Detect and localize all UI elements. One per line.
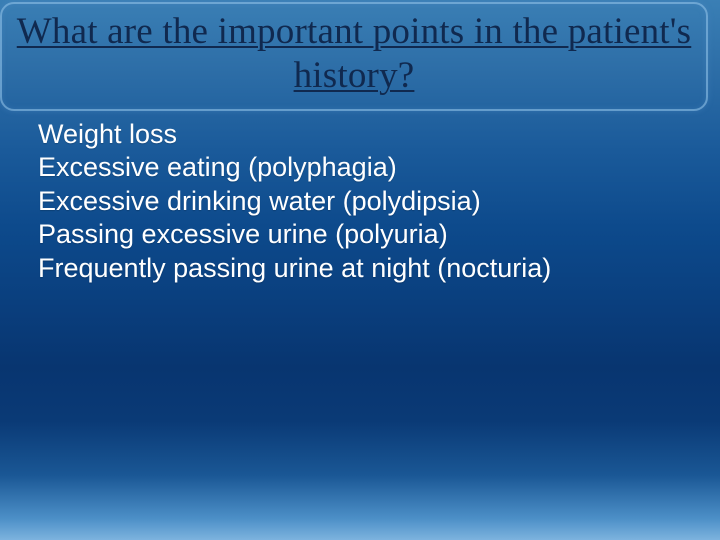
body-list: Weight loss Excessive eating (polyphagia…: [38, 118, 690, 285]
list-item: Passing excessive urine (polyuria): [38, 218, 690, 251]
slide-title: What are the important points in the pat…: [6, 10, 702, 97]
list-item: Weight loss: [38, 118, 690, 151]
list-item: Excessive eating (polyphagia): [38, 151, 690, 184]
list-item: Frequently passing urine at night (noctu…: [38, 252, 690, 285]
slide: What are the important points in the pat…: [0, 0, 720, 540]
list-item: Excessive drinking water (polydipsia): [38, 185, 690, 218]
title-container: What are the important points in the pat…: [6, 6, 702, 107]
